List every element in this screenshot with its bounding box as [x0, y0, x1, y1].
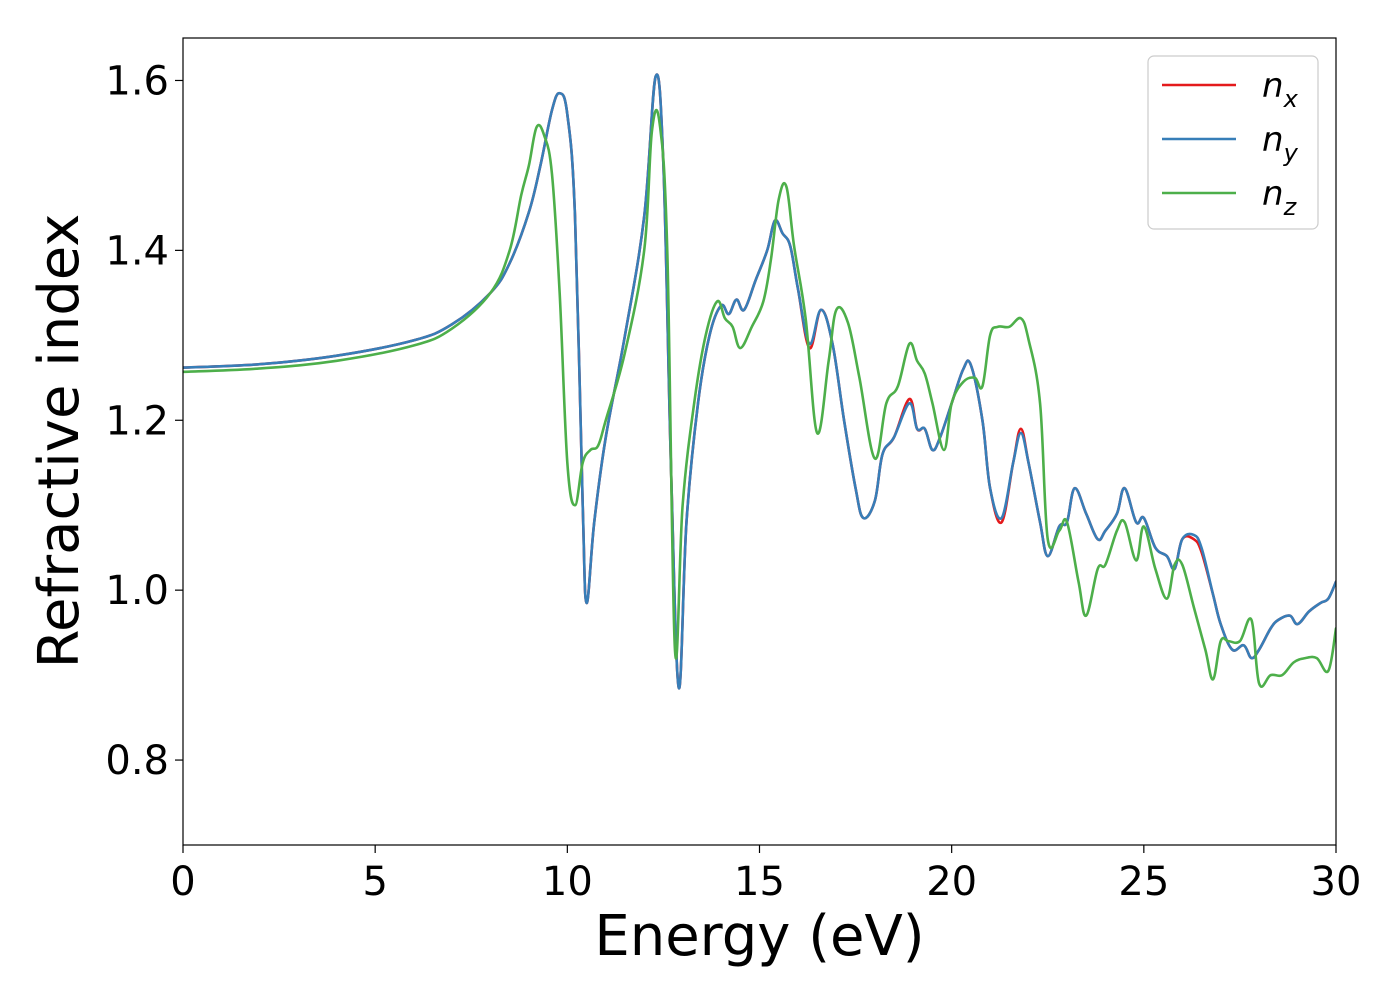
series-line-n-y: [183, 73, 1336, 690]
y-axis-ticks: 0.8 1.0 1.2 1.4 1.6: [105, 58, 183, 784]
y-tick-label: 1.6: [105, 58, 169, 104]
x-tick-label: 5: [362, 859, 387, 905]
x-tick-label: 15: [734, 859, 785, 905]
y-tick-label: 0.8: [105, 738, 169, 784]
legend-label-n-z: nz: [1262, 174, 1298, 221]
series-line-n-z: [183, 108, 1336, 688]
legend-label-base: n: [1262, 174, 1284, 214]
x-tick-label: 20: [926, 859, 977, 905]
legend-label-subscript: x: [1283, 85, 1299, 113]
legend-label-subscript: y: [1283, 139, 1299, 167]
x-tick-label: 30: [1311, 859, 1362, 905]
plot-area-background: [183, 38, 1336, 845]
legend-label-base: n: [1262, 120, 1284, 160]
legend-label-n-y: ny: [1262, 120, 1299, 167]
x-tick-label: 25: [1118, 859, 1169, 905]
x-tick-label: 0: [170, 859, 195, 905]
y-tick-label: 1.0: [105, 568, 169, 614]
y-tick-label: 1.4: [105, 228, 169, 274]
series-lines: [183, 73, 1336, 690]
y-axis-label: Refractive index: [27, 214, 92, 669]
x-axis-ticks: 0 5 10 15 20 25 30: [170, 845, 1361, 905]
y-tick-label: 1.2: [105, 398, 169, 444]
legend-label-subscript: z: [1283, 193, 1298, 221]
x-tick-label: 10: [542, 859, 593, 905]
legend-label-n-x: nx: [1262, 66, 1299, 113]
x-axis-label: Energy (eV): [594, 904, 924, 969]
legend-box: [1147, 55, 1319, 230]
legend-label-base: n: [1262, 66, 1284, 106]
